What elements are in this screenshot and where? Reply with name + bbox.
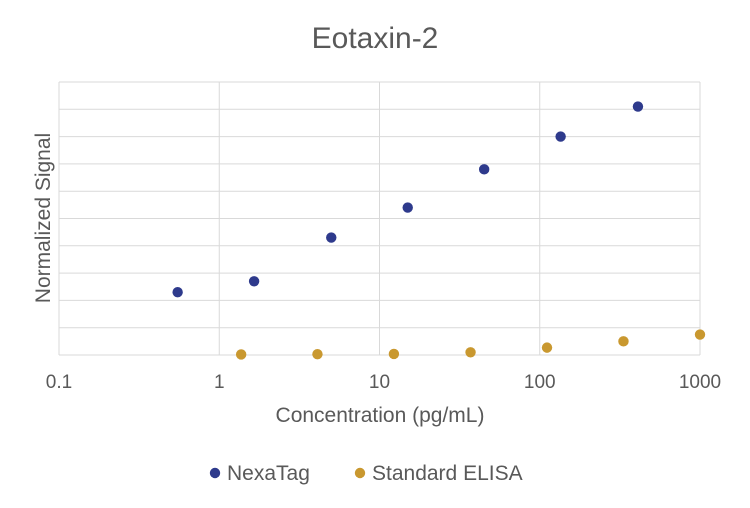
gridlines <box>58 81 701 356</box>
data-point <box>172 287 183 298</box>
legend-marker <box>354 467 366 479</box>
data-point <box>465 347 476 358</box>
legend-label: Standard ELISA <box>372 462 523 485</box>
data-points <box>172 101 706 360</box>
y-axis-label: Normalized Signal <box>32 133 55 303</box>
data-point <box>694 329 706 340</box>
legend: NexaTag Standard ELISA <box>209 462 523 485</box>
data-point <box>248 276 260 287</box>
x-tick-label: 1000 <box>679 372 721 393</box>
data-point <box>618 336 629 347</box>
x-tick-label: 100 <box>524 372 556 393</box>
x-tick-label: 1 <box>214 372 225 393</box>
data-point <box>326 232 337 243</box>
legend-label: NexaTag <box>227 462 310 485</box>
data-point <box>235 349 247 360</box>
data-point <box>632 101 644 112</box>
data-point <box>402 202 413 213</box>
data-point <box>541 342 553 353</box>
x-axis-tick-labels: 0.1 1 10 100 1000 <box>46 372 721 393</box>
legend-marker <box>209 467 221 479</box>
data-point <box>555 131 566 142</box>
data-point <box>312 348 323 360</box>
data-point <box>478 164 490 175</box>
x-tick-label: 10 <box>369 372 390 393</box>
x-axis-label: Concentration (pg/mL) <box>276 404 485 427</box>
data-point <box>388 348 400 360</box>
x-tick-label: 0.1 <box>46 372 72 393</box>
chart-title: Eotaxin-2 <box>312 22 439 55</box>
